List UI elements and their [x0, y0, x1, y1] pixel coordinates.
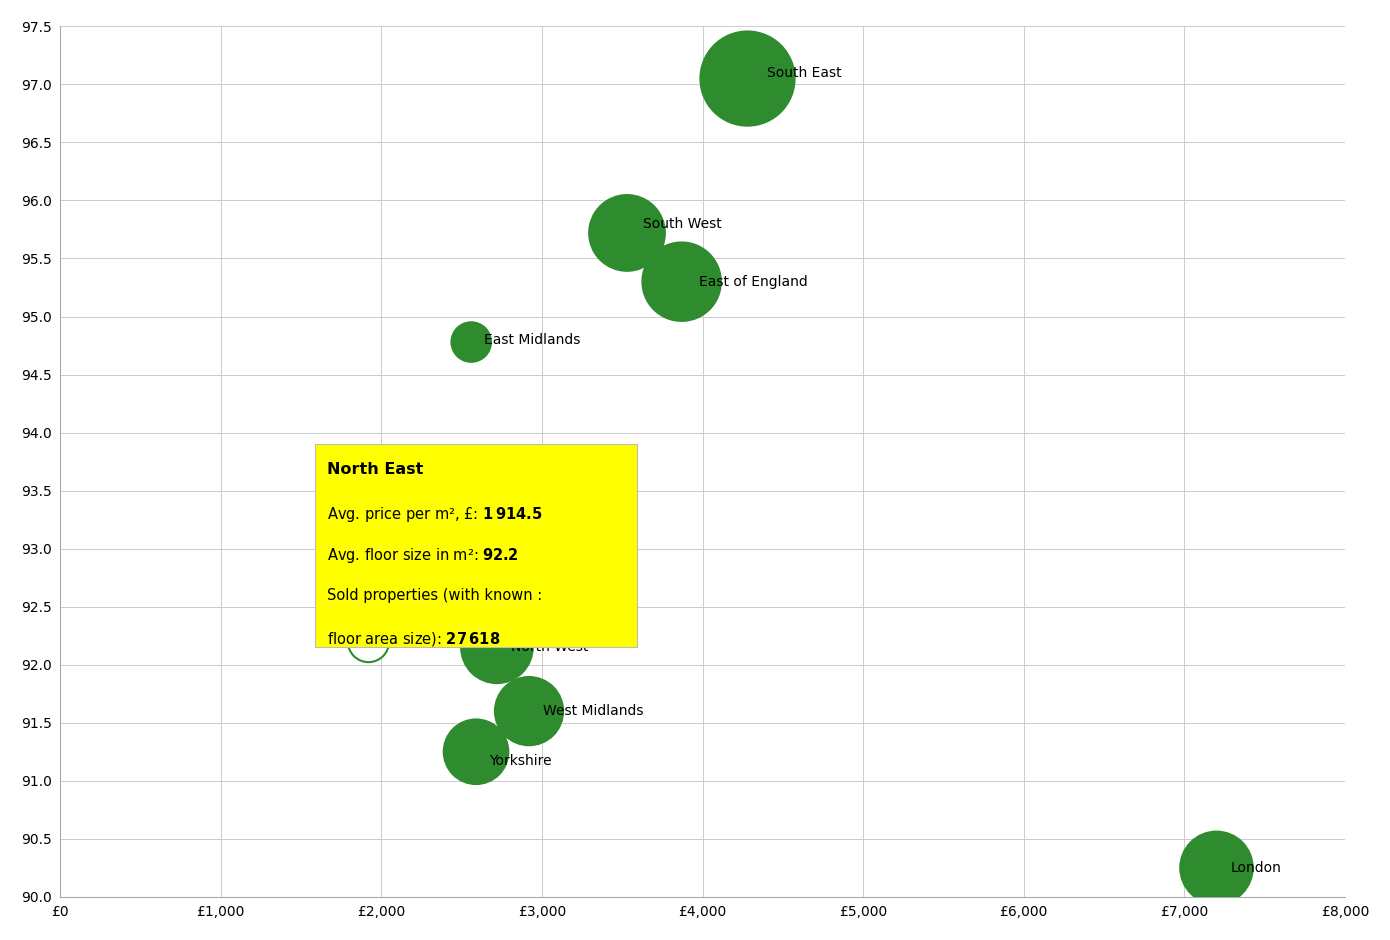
- Point: [1205, 860, 1227, 875]
- Point: [464, 744, 486, 760]
- Point: [460, 335, 482, 350]
- Text: Avg. price per m², £: $\mathbf{1\,914.5}$: Avg. price per m², £: $\mathbf{1\,914.5}…: [327, 505, 542, 524]
- Text: North East: North East: [381, 630, 453, 644]
- Text: London: London: [1232, 861, 1282, 875]
- Text: South East: South East: [767, 66, 841, 80]
- Point: [670, 274, 692, 290]
- FancyBboxPatch shape: [316, 445, 637, 648]
- Point: [737, 71, 759, 86]
- Text: North West: North West: [512, 640, 589, 654]
- Point: [616, 226, 638, 241]
- Point: [518, 704, 541, 719]
- Text: North East: North East: [327, 462, 423, 477]
- Text: floor area size): $\mathbf{27\,618}$: floor area size): $\mathbf{27\,618}$: [327, 630, 500, 648]
- Text: East Midlands: East Midlands: [484, 333, 581, 347]
- Point: [356, 634, 378, 649]
- Text: Sold properties (with known :: Sold properties (with known :: [327, 588, 542, 603]
- Text: South West: South West: [644, 216, 721, 230]
- Text: West Midlands: West Midlands: [543, 704, 644, 718]
- Text: Yorkshire: Yorkshire: [489, 754, 552, 768]
- Point: [485, 640, 507, 655]
- Text: East of England: East of England: [699, 274, 808, 289]
- Text: Avg. floor size in m²: $\mathbf{92.2}$: Avg. floor size in m²: $\mathbf{92.2}$: [327, 546, 518, 565]
